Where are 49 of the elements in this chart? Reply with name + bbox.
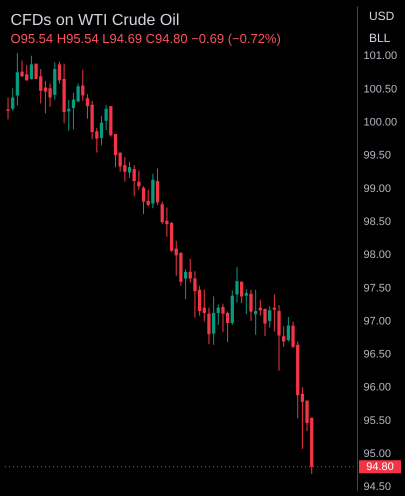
candlestick bbox=[249, 289, 253, 322]
y-tick-label: 95.50 bbox=[364, 414, 392, 427]
text: BLL bbox=[369, 31, 391, 45]
y-tick-label: 100.00 bbox=[364, 116, 398, 129]
candlestick bbox=[137, 170, 140, 190]
y-tick-label: 98.00 bbox=[364, 249, 392, 262]
candlestick bbox=[286, 316, 290, 342]
candlestick bbox=[268, 306, 272, 328]
y-tick-label: 97.00 bbox=[364, 315, 392, 328]
y-tick-label: 96.00 bbox=[364, 382, 392, 394]
candlestick bbox=[104, 104, 108, 130]
chart-title: CFDs on WTI Crude Oil bbox=[10, 12, 180, 29]
y-tick-label: 94.50 bbox=[364, 481, 392, 494]
candlestick bbox=[282, 326, 286, 348]
candlestick bbox=[212, 296, 216, 346]
candlestick bbox=[207, 307, 211, 345]
y-tick-label: 100.50 bbox=[364, 83, 398, 96]
candlestick bbox=[67, 100, 70, 132]
candlestick bbox=[151, 173, 155, 209]
candlestick bbox=[6, 96, 10, 120]
y-tick-label: 99.50 bbox=[364, 150, 392, 162]
candlestick bbox=[272, 294, 276, 332]
text: USD bbox=[369, 9, 395, 23]
candlestick bbox=[132, 164, 136, 197]
text: O95.54 H95.54 L94.69 C94.80 −0.69 (−0.72%) bbox=[10, 31, 281, 46]
candlestick bbox=[244, 288, 248, 315]
y-tick-label: 97.50 bbox=[364, 282, 392, 294]
candlestick bbox=[226, 311, 230, 343]
y-tick-label: 95.00 bbox=[364, 448, 392, 460]
candlestick bbox=[16, 52, 20, 106]
candlestick bbox=[193, 270, 197, 318]
candlestick bbox=[156, 168, 160, 206]
candlestick bbox=[11, 88, 14, 112]
y-tick-label: 96.50 bbox=[364, 348, 392, 361]
candlestick bbox=[216, 304, 220, 326]
ref-line-label: 94.80 bbox=[366, 460, 394, 473]
candlestick bbox=[240, 280, 244, 304]
candlestick bbox=[128, 161, 132, 178]
candlestick bbox=[30, 55, 34, 80]
candlestick bbox=[48, 83, 52, 108]
candlestick bbox=[254, 289, 258, 336]
candlestick bbox=[100, 116, 104, 146]
candlestick bbox=[188, 258, 192, 283]
y-tick-label: 101.00 bbox=[364, 50, 398, 62]
candlestick bbox=[235, 266, 239, 303]
y-tick-label: 98.50 bbox=[364, 216, 392, 228]
y-tick-label: 99.00 bbox=[364, 182, 392, 195]
candlestick bbox=[184, 268, 188, 300]
candlestick bbox=[81, 69, 84, 102]
